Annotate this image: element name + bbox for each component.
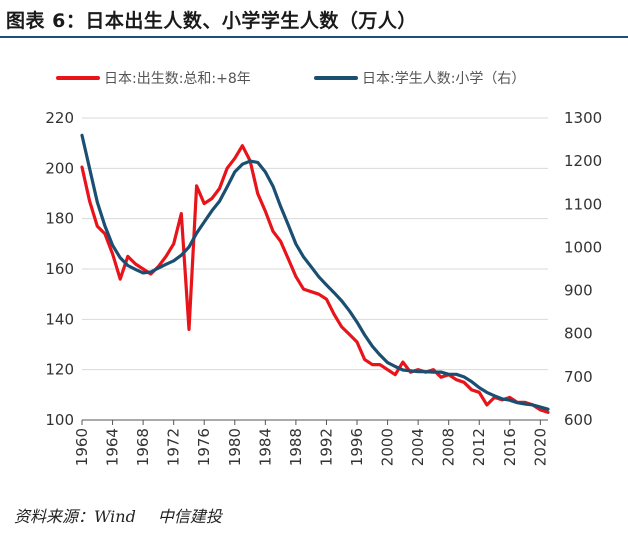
x-tick-label: 2008 [440,428,458,466]
y-right-tick-label: 900 [564,282,593,300]
y-left-tick-label: 200 [45,159,74,177]
y-left-tick-label: 100 [45,411,74,429]
y-left-tick-label: 120 [45,361,74,379]
y-right-tick-label: 1300 [564,109,602,127]
y-left-tick-label: 220 [45,109,74,127]
legend-label-births: 日本:出生数:总和:+8年 [104,71,251,87]
x-tick-label: 1976 [195,428,213,466]
x-tick-label: 2016 [501,428,519,466]
source-org: 中信建投 [157,507,222,526]
y-right-tick-label: 1200 [564,152,602,170]
source-label: 资料来源：Wind [14,507,136,526]
x-tick-label: 2012 [470,428,488,466]
y-left-tick-label: 160 [45,260,74,278]
x-tick-label: 1960 [73,428,91,466]
y-left-tick-label: 180 [45,210,74,228]
source-note: 资料来源：Wind 中信建投 [14,503,222,527]
y-right-tick-label: 1100 [564,195,602,213]
x-tick-label: 1972 [165,428,183,466]
y-right-tick-label: 1000 [564,238,602,256]
series-line-births [80,144,550,414]
legend-label-primary-students: 日本:学生人数:小学（右） [362,71,525,87]
x-tick-label: 1968 [134,428,152,466]
x-tick-label: 1980 [226,428,244,466]
series-line-primary-students [80,133,550,411]
y-right-tick-label: 600 [564,411,593,429]
y-left-tick-label: 140 [45,310,74,328]
x-tick-label: 1992 [317,428,335,466]
x-tick-label: 2000 [379,428,397,466]
title-bar: 图表 6：日本出生人数、小学学生人数（万人） [0,0,628,42]
chart-title: 图表 6：日本出生人数、小学学生人数（万人） [6,10,417,32]
title-underline [0,36,628,38]
x-tick-label: 2020 [531,428,549,466]
x-tick-label: 1984 [256,428,274,466]
x-tick-label: 1988 [287,428,305,466]
chart-svg: 100 120 140 160 180 200 220 600 700 800 900 1000 110… [45,71,602,466]
x-tick-label: 1964 [104,428,122,466]
x-tick-label: 1996 [348,428,366,466]
x-tick-label: 2004 [409,428,427,466]
y-right-tick-label: 800 [564,325,593,343]
y-right-tick-label: 700 [564,368,593,386]
